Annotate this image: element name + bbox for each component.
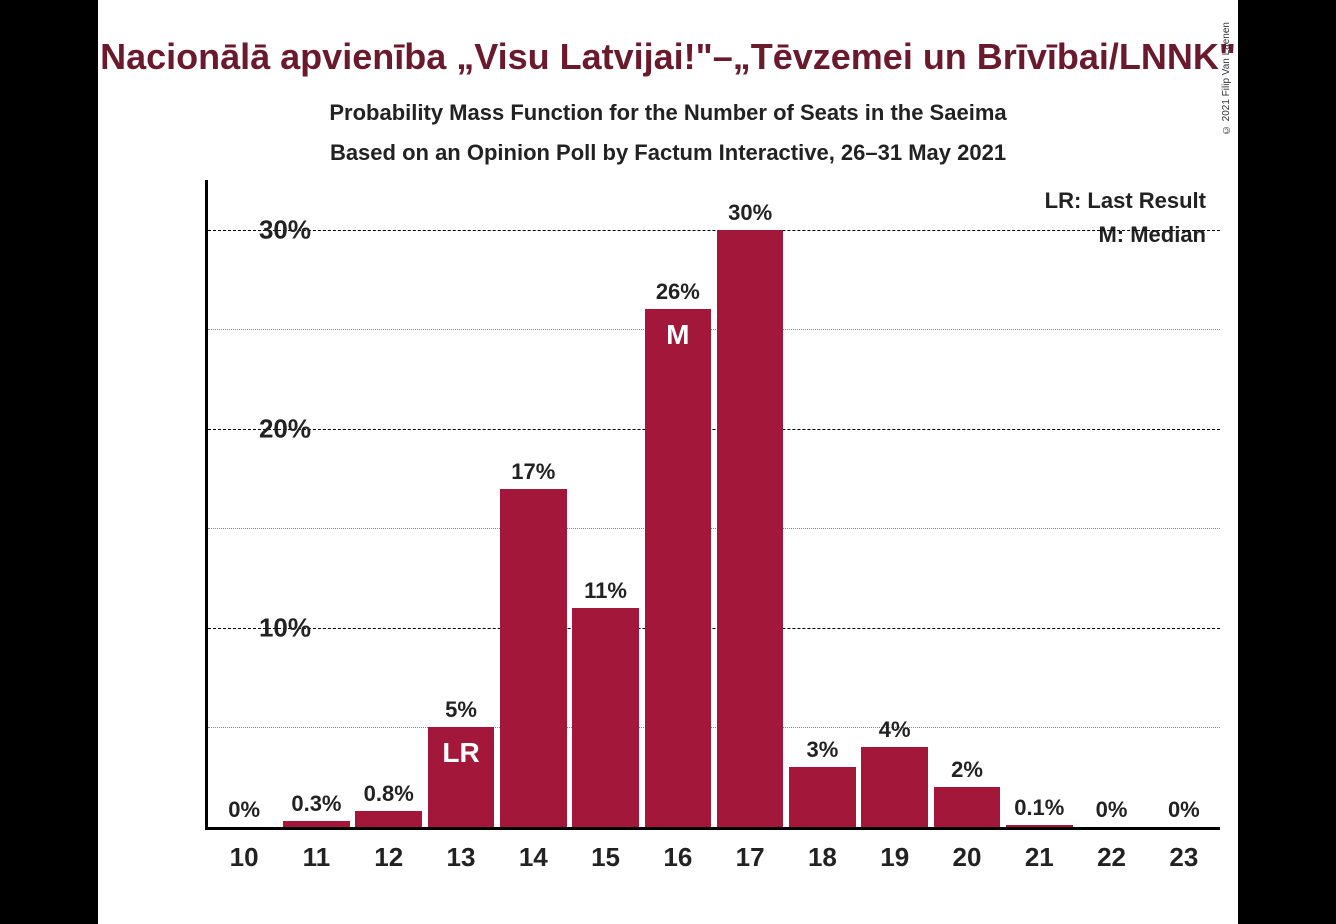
plot-area: [205, 180, 1220, 830]
x-tick-label: 22: [1097, 842, 1126, 873]
bar-letter-lr: LR: [442, 737, 479, 769]
subtitle-2: Based on an Opinion Poll by Factum Inter…: [330, 140, 1006, 166]
bar-value-label: 17%: [511, 459, 555, 485]
bar-value-label: 0%: [228, 797, 260, 823]
bar: [1006, 825, 1073, 827]
bar-value-label: 30%: [728, 200, 772, 226]
bar: [355, 811, 422, 827]
bar: [572, 608, 639, 827]
copyright-text: © 2021 Filip Van Laenen: [1221, 22, 1232, 135]
bar-value-label: 0%: [1096, 797, 1128, 823]
x-tick-label: 18: [808, 842, 837, 873]
x-axis: [205, 827, 1220, 830]
x-tick-label: 11: [303, 842, 331, 873]
bar-value-label: 5%: [445, 697, 477, 723]
bar-value-label: 2%: [951, 757, 983, 783]
bar-value-label: 26%: [656, 279, 700, 305]
y-tick-label: 10%: [259, 612, 311, 643]
bar: [934, 787, 1001, 827]
bar-letter-m: M: [666, 319, 689, 351]
y-tick-label: 30%: [259, 214, 311, 245]
bar: [717, 230, 784, 827]
x-tick-label: 16: [663, 842, 692, 873]
bar-value-label: 0%: [1168, 797, 1200, 823]
bar-value-label: 4%: [879, 717, 911, 743]
subtitle-1: Probability Mass Function for the Number…: [329, 100, 1006, 126]
x-tick-label: 20: [953, 842, 982, 873]
bar: [861, 747, 928, 827]
bar-value-label: 3%: [807, 737, 839, 763]
bar: [645, 309, 712, 827]
x-tick-label: 23: [1169, 842, 1198, 873]
x-tick-label: 10: [230, 842, 259, 873]
bar-value-label: 11%: [584, 578, 627, 604]
bar: [283, 821, 350, 827]
bar-value-label: 0.3%: [291, 791, 341, 817]
bar-value-label: 0.1%: [1014, 795, 1064, 821]
bar: [500, 489, 567, 827]
x-tick-label: 17: [736, 842, 765, 873]
bar-value-label: 0.8%: [364, 781, 414, 807]
y-tick-label: 20%: [259, 413, 311, 444]
bars: [208, 180, 1220, 827]
x-tick-label: 19: [880, 842, 909, 873]
x-tick-label: 14: [519, 842, 548, 873]
bar: [789, 767, 856, 827]
x-tick-label: 13: [447, 842, 476, 873]
x-tick-label: 21: [1025, 842, 1054, 873]
page-title: Nacionālā apvienība „Visu Latvijai!"–„Tē…: [0, 36, 1336, 78]
x-tick-label: 12: [374, 842, 403, 873]
x-tick-label: 15: [591, 842, 620, 873]
